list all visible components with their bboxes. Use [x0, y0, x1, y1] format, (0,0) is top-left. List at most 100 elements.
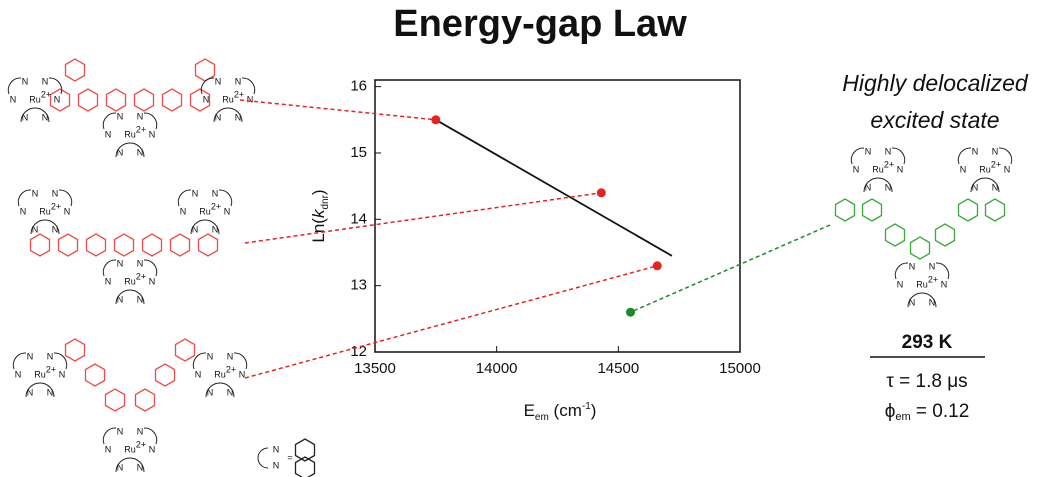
ring — [984, 198, 1006, 222]
chelate — [205, 382, 235, 398]
atom-label: Ru — [124, 444, 136, 454]
atom-label: N — [117, 462, 124, 472]
ring — [294, 456, 316, 477]
chelate — [20, 107, 50, 123]
atom-label: N — [42, 112, 49, 122]
atom-label: N — [972, 146, 979, 156]
atom-label: N — [885, 146, 892, 156]
atom-label: N — [1004, 164, 1011, 174]
ring — [64, 58, 86, 82]
atom-label: N — [203, 94, 210, 104]
y-label-part: Ln( — [309, 218, 328, 243]
chelate — [102, 259, 117, 277]
chelate — [12, 352, 27, 370]
atom-label: N — [64, 206, 71, 216]
atom-label: N — [247, 94, 254, 104]
atom-label: 2+ — [136, 439, 146, 449]
chelate — [143, 112, 158, 130]
annotation: excited state — [870, 107, 999, 133]
chelate — [935, 262, 950, 280]
chelate — [102, 112, 117, 130]
atom-label: N — [960, 164, 967, 174]
atom-label: N — [32, 224, 39, 234]
x-label-part: E — [524, 401, 535, 420]
chelate — [53, 352, 68, 370]
atom-label: N — [865, 146, 872, 156]
plot-frame — [374, 79, 741, 353]
chelate — [7, 77, 22, 95]
atom-label: N — [897, 164, 904, 174]
atom-label: Ru — [916, 279, 928, 289]
atom-label: Ru — [214, 369, 226, 379]
y-tick-label: 16 — [350, 78, 367, 95]
atom-label: N — [180, 206, 187, 216]
atom-label: N — [992, 182, 999, 192]
atom-label: N — [972, 182, 979, 192]
atom-label: N — [52, 224, 59, 234]
ring — [85, 233, 107, 257]
table-tau: τ = 1.8 μs — [886, 371, 967, 392]
atom-label: Ru — [222, 94, 234, 104]
atom-label: 2+ — [226, 364, 236, 374]
x-axis-label: Eem (cm-1) — [524, 401, 597, 423]
chelate — [143, 259, 158, 277]
atom-label: N — [207, 387, 214, 397]
table-phi: ϕem = 0.12 — [885, 401, 970, 423]
y-label-part: k — [309, 208, 328, 218]
chelate — [233, 352, 248, 370]
atom-label: N — [149, 276, 156, 286]
atom-label: N — [885, 182, 892, 192]
atom-label: N — [192, 224, 199, 234]
point — [626, 307, 635, 317]
ring — [909, 236, 931, 260]
chelate — [115, 142, 145, 158]
ring — [884, 223, 906, 247]
fit-line — [435, 119, 673, 257]
atom-label: 2+ — [51, 201, 61, 211]
chelate — [891, 147, 906, 165]
ring — [154, 363, 176, 387]
chelate — [115, 289, 145, 305]
chelate — [213, 107, 243, 123]
chelate — [58, 189, 73, 207]
y-axis-label: Ln(kdnr) — [309, 189, 330, 242]
atom-label: N — [212, 188, 219, 198]
ring — [105, 88, 127, 112]
atom-label: = — [287, 452, 292, 462]
atom-label: 2+ — [136, 271, 146, 281]
atom-label: N — [227, 387, 234, 397]
x-tick-label: 14000 — [476, 360, 518, 377]
atom-label: N — [149, 129, 156, 139]
atom-label: Ru — [39, 206, 51, 216]
atom-label: N — [865, 182, 872, 192]
chelate — [17, 189, 32, 207]
atom-label: N — [215, 112, 222, 122]
chelate — [907, 292, 937, 308]
ring — [113, 233, 135, 257]
ring — [64, 338, 86, 362]
chelate — [241, 77, 256, 95]
atom-label: N — [137, 426, 144, 436]
ring — [104, 388, 126, 412]
atom-label: N — [117, 294, 124, 304]
atom-label: N — [192, 188, 199, 198]
atom-label: N — [929, 297, 936, 307]
connector — [239, 99, 436, 121]
chelate — [894, 262, 909, 280]
chelate — [863, 177, 893, 193]
x-tick-label: 14500 — [597, 360, 639, 377]
ring — [861, 198, 883, 222]
atom-label: 2+ — [136, 124, 146, 134]
atom-label: N — [15, 369, 22, 379]
ring — [197, 233, 219, 257]
atom-label: N — [10, 94, 17, 104]
chelate — [25, 382, 55, 398]
chelate — [998, 147, 1013, 165]
y-tick-label: 12 — [350, 343, 367, 360]
ring — [57, 233, 79, 257]
ring — [169, 233, 191, 257]
atom-label: N — [105, 129, 112, 139]
ring — [29, 233, 51, 257]
point — [431, 115, 441, 125]
